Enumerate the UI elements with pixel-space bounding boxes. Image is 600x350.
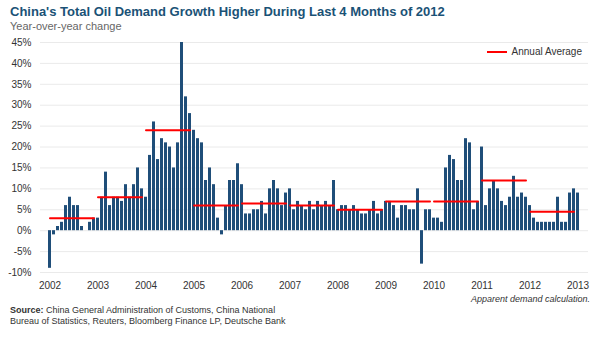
svg-text:35%: 35% [11, 79, 31, 90]
svg-text:20%: 20% [11, 141, 31, 152]
svg-text:-10%: -10% [8, 267, 31, 278]
svg-text:10%: 10% [11, 183, 31, 194]
svg-text:45%: 45% [11, 37, 31, 48]
svg-text:2011: 2011 [471, 280, 493, 291]
svg-text:2005: 2005 [183, 280, 206, 291]
svg-text:2012: 2012 [519, 280, 542, 291]
svg-text:40%: 40% [11, 58, 31, 69]
svg-text:15%: 15% [11, 162, 31, 173]
html-text:Source: China General Administ: Source: China General Administration of … [10, 305, 276, 315]
html-text:Year-over-year change: Year-over-year change [10, 20, 122, 32]
svg-text:30%: 30% [11, 99, 31, 110]
svg-text:2006: 2006 [231, 280, 254, 291]
svg-text:2008: 2008 [327, 280, 350, 291]
svg-text:2010: 2010 [423, 280, 446, 291]
svg-text:2007: 2007 [279, 280, 302, 291]
svg-text:2009: 2009 [375, 280, 398, 291]
svg-text:25%: 25% [11, 120, 31, 131]
svg-text:-5%: -5% [14, 246, 32, 257]
svg-text:2004: 2004 [135, 280, 158, 291]
svg-text:2002: 2002 [39, 280, 62, 291]
svg-text:5%: 5% [17, 204, 32, 215]
svg-text:2013: 2013 [567, 280, 590, 291]
svg-text:2003: 2003 [87, 280, 110, 291]
html-text:Bureau of Statistics, Reuters,: Bureau of Statistics, Reuters, Bloomberg… [10, 316, 286, 326]
html-text:Annual Average: Annual Average [511, 46, 582, 57]
svg-text:0%: 0% [17, 225, 32, 236]
html-text:Apparent demand calculation.: Apparent demand calculation. [470, 294, 590, 304]
html-text:China's Total Oil Demand Growt: China's Total Oil Demand Growth Higher D… [10, 4, 445, 19]
